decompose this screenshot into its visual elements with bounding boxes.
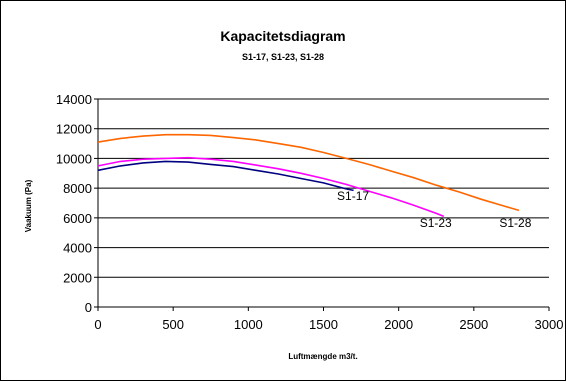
- y-tick-label: 10000: [56, 151, 92, 166]
- series-line-s1-28: [97, 133, 520, 212]
- x-tick-label: 500: [162, 317, 184, 332]
- y-tick-label: 2000: [63, 270, 92, 285]
- x-tick-label: 2000: [384, 317, 413, 332]
- chart-title: Kapacitetsdiagram: [220, 28, 345, 44]
- x-tick-label: 0: [94, 317, 101, 332]
- x-axis-ticks: 0 500 1000 1500 2000 2500 3000: [94, 307, 563, 332]
- y-tick-label: 14000: [56, 92, 92, 107]
- series-labels: S1-17 S1-23 S1-28: [337, 189, 532, 230]
- series-label: S1-23: [420, 216, 452, 230]
- gridlines: [98, 98, 549, 278]
- series-line-s1-23: [97, 156, 445, 218]
- series-label: S1-28: [499, 216, 531, 230]
- axes: [97, 99, 549, 308]
- x-tick-label: 1500: [309, 317, 338, 332]
- y-tick-label: 6000: [63, 211, 92, 226]
- y-tick-label: 12000: [56, 122, 92, 137]
- x-tick-label: 1000: [234, 317, 263, 332]
- y-axis-title: Vaakuum (Pa): [24, 179, 33, 232]
- y-tick-label: 0: [85, 300, 92, 315]
- y-tick-label: 4000: [63, 241, 92, 256]
- x-axis-title: Luftmængde m3/t.: [288, 352, 357, 361]
- y-axis-ticks: 0 2000 4000 6000 8000 10000 12000 14000: [56, 92, 98, 315]
- y-tick-label: 8000: [63, 181, 92, 196]
- x-tick-label: 2500: [459, 317, 488, 332]
- series-label: S1-17: [337, 189, 369, 203]
- chart-subtitle: S1-17, S1-23, S1-28: [242, 52, 324, 62]
- series-lines: [97, 133, 520, 218]
- x-tick-label: 3000: [535, 317, 564, 332]
- series-line-s1-17: [97, 160, 354, 192]
